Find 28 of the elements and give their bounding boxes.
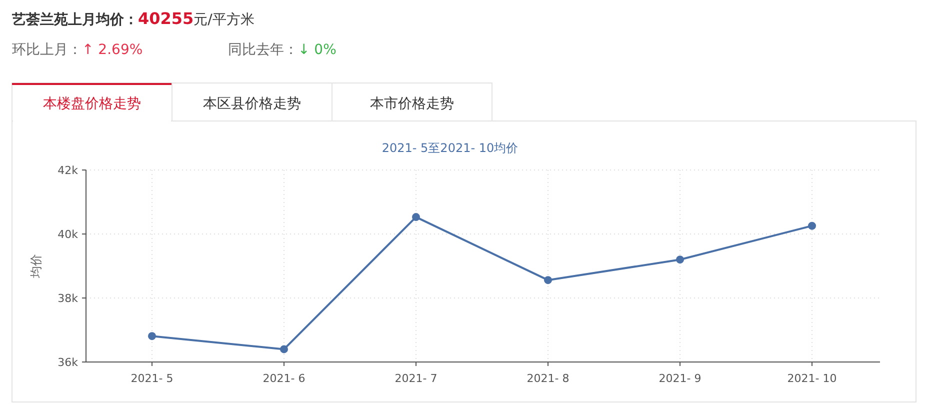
x-tick-label: 2021- 10	[787, 372, 837, 385]
text: 环比上月：	[12, 42, 82, 58]
text: 本楼盘价格走势	[43, 96, 141, 112]
x-tick-label: 2021- 5	[130, 372, 174, 385]
chart-title: 2021- 5至2021- 10均价	[382, 141, 518, 155]
y-axis-title: 均价	[29, 254, 43, 279]
point	[280, 345, 288, 354]
y-tick-label: 36k	[58, 356, 79, 369]
text: 本市价格走势	[370, 96, 454, 112]
text: 本区县价格走势	[203, 96, 301, 112]
point	[412, 213, 420, 222]
x-tick-label: 2021- 6	[262, 372, 306, 385]
x-tick-label: 2021- 9	[658, 372, 702, 385]
y-tick-label: 42k	[58, 164, 79, 177]
text: 40255	[138, 9, 194, 28]
text: 艺荟兰苑上月均价：	[11, 11, 138, 28]
y-tick-label: 40k	[58, 228, 79, 241]
point	[676, 256, 684, 264]
text: ↑ 2.69%	[82, 42, 143, 58]
text: ↓ 0%	[298, 42, 336, 58]
y-tick-label: 38k	[58, 292, 79, 305]
x-tick-label: 2021- 8	[526, 372, 570, 385]
x-tick-label: 2021- 7	[394, 372, 438, 385]
point	[148, 332, 156, 340]
text: 元/平方米	[194, 12, 254, 28]
point	[544, 276, 552, 284]
point	[808, 222, 816, 230]
text: 同比去年：	[228, 42, 298, 58]
